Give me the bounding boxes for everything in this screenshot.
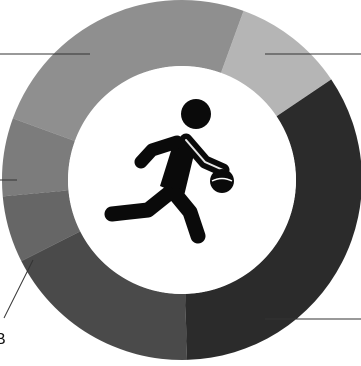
donut-slices [2, 0, 361, 360]
basketball-player-icon [104, 99, 234, 244]
leader-line [3, 259, 34, 319]
leader-lines [0, 53, 361, 320]
pie-slice-3 [2, 118, 75, 197]
pie-slice-4 [12, 0, 244, 142]
pie-slice-0 [185, 79, 361, 360]
pie-slice-1 [21, 231, 188, 360]
pie-slice-5 [220, 10, 332, 117]
pie-slice-2 [2, 190, 81, 262]
category-label: B [0, 331, 6, 348]
